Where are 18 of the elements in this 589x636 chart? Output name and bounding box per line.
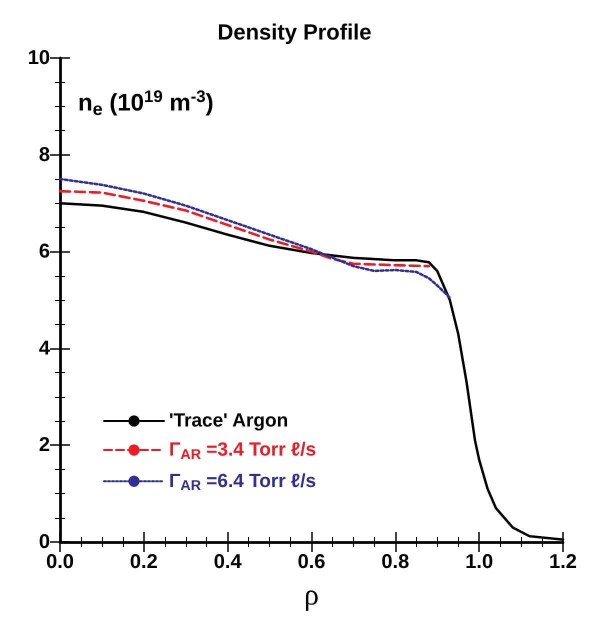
x-tick-label: 0.0 [46,551,74,573]
legend-label: 'Trace' Argon [169,410,288,432]
y-tick-label: 4 [38,337,51,360]
line-series [58,190,430,268]
y-tick-label: 6 [38,240,50,263]
x-tick-label: 1.2 [549,551,577,573]
x-axis-title: ρ [304,578,319,612]
x-tick-label: 0.6 [298,551,326,573]
y-tick-label: 10 [28,47,50,69]
x-tick-label: 0.2 [130,551,158,573]
chart-title: Density Profile [217,20,372,44]
y-tick-label: 8 [38,144,50,166]
x-tick-label: 0.4 [214,551,242,573]
y-tick-label: 0 [38,531,50,553]
line-series [58,178,452,299]
x-tick-label: 1.0 [465,551,494,573]
y-tick-label: 2 [38,434,50,456]
x-tick-label: 0.8 [381,551,410,573]
